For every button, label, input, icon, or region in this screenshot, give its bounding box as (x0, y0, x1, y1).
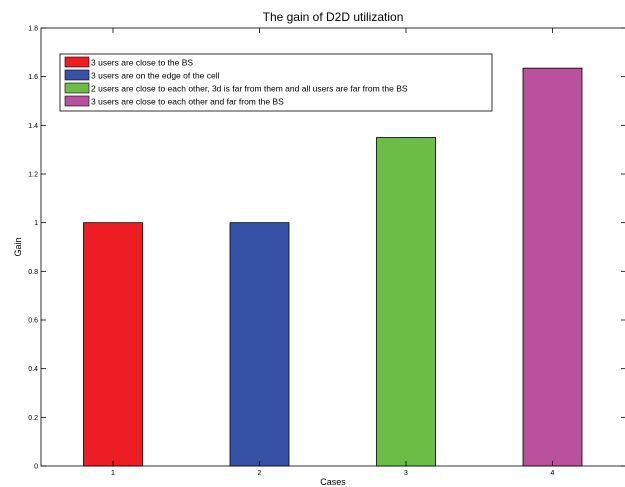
bar-case-4 (522, 67, 583, 467)
legend-label: 3 users are close to the BS (91, 58, 193, 68)
y-axis-label: Gain (13, 237, 23, 256)
x-tick-label: 1 (111, 470, 115, 477)
plot-area (40, 27, 625, 467)
legend-label: 2 users are close to each other, 3d is f… (91, 84, 408, 94)
y-tick-label: 0.8 (28, 269, 38, 276)
bar-case-2 (229, 222, 290, 467)
bar-case-1 (83, 222, 143, 467)
y-tick-label: 1 (34, 220, 38, 227)
y-tick-label: 0.6 (28, 318, 38, 325)
y-tick-label: 1.2 (28, 172, 38, 179)
bar-case-3 (376, 137, 436, 467)
y-tick-label: 0 (34, 464, 38, 471)
legend-swatch (64, 56, 90, 68)
legend-swatch (64, 69, 90, 81)
chart-title: The gain of D2D utilization (263, 10, 404, 24)
y-tick-label: 1.4 (28, 123, 38, 130)
bars-group (83, 67, 583, 467)
y-tick-label: 0.2 (28, 415, 38, 422)
y-tick-label: 1.6 (28, 74, 38, 81)
y-axis-ticks: 0 0.2 0.4 0.6 0.8 1 1.2 1.4 1.6 1.8 (28, 26, 625, 471)
x-axis-label: Cases (320, 477, 346, 487)
x-axis-ticks: 1 2 3 4 (111, 28, 555, 477)
legend-box (59, 53, 493, 112)
x-tick-label: 4 (551, 470, 555, 477)
legend: 3 users are close to the BS 3 users are o… (59, 53, 493, 112)
legend-swatch (64, 82, 90, 94)
x-tick-label: 3 (404, 470, 408, 477)
y-tick-label: 0.4 (28, 366, 38, 373)
x-tick-label: 2 (258, 470, 262, 477)
legend-swatch (64, 95, 90, 107)
legend-label: 3 users are close to each other and far … (91, 97, 284, 107)
y-tick-label: 1.8 (28, 26, 38, 33)
legend-label: 3 users are on the edge of the cell (91, 71, 220, 81)
